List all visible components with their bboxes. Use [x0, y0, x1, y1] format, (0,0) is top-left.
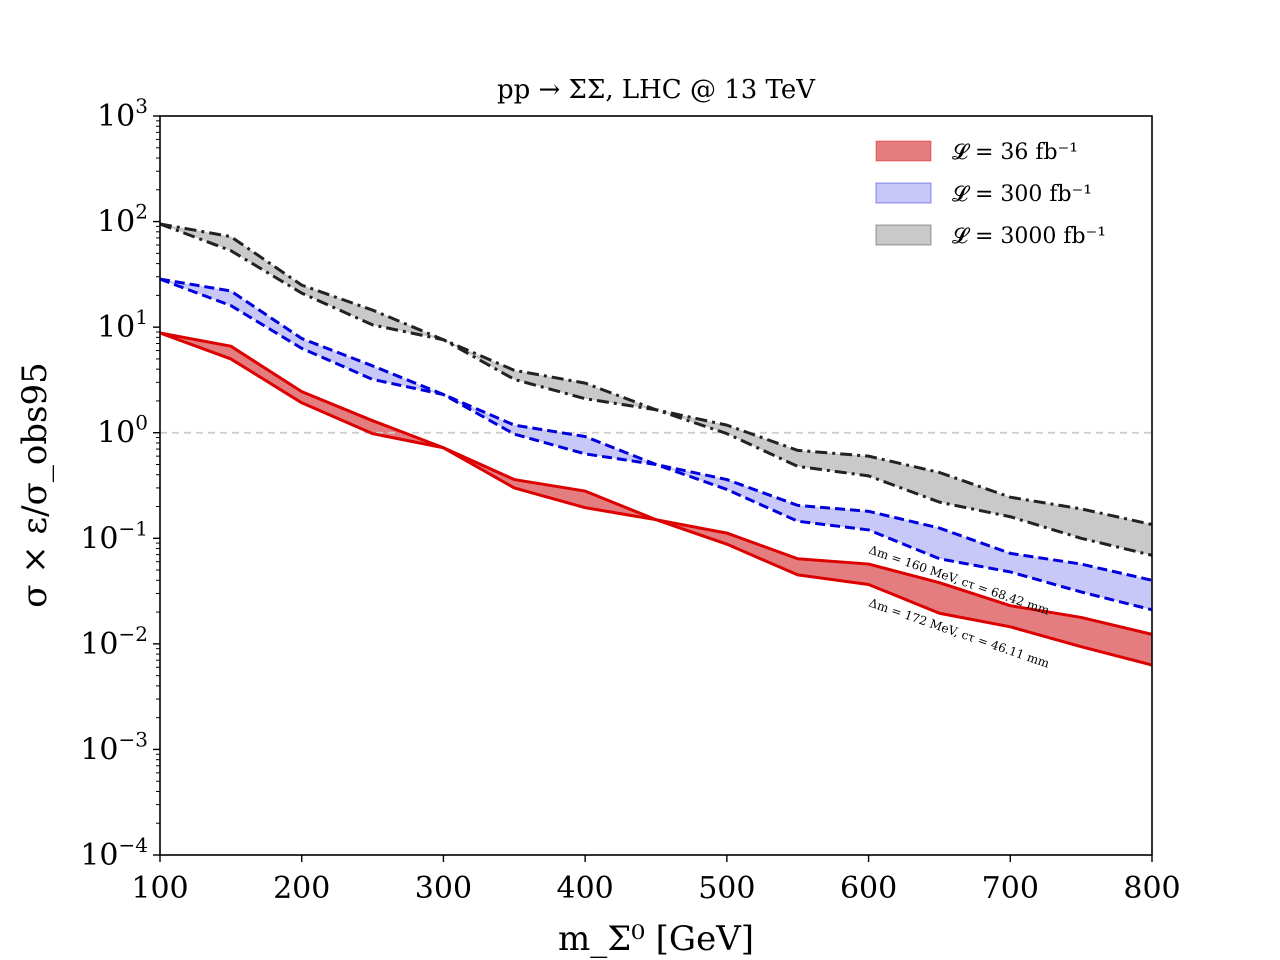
chart-title: pp → ΣΣ, LHC @ 13 TeV [497, 75, 816, 105]
x-tick-label: 200 [273, 871, 330, 906]
legend-swatch-1 [875, 182, 932, 204]
bands [160, 223, 1152, 666]
band-1 [160, 279, 1152, 610]
legend-label-2: 𝓛 = 3000 fb⁻¹ [952, 224, 1106, 249]
band-0 [160, 333, 1152, 666]
y-tick-label: 10−2 [80, 622, 148, 662]
y-tick-label: 102 [97, 200, 148, 240]
legend-label-1: 𝓛 = 300 fb⁻¹ [952, 182, 1092, 207]
x-tick-label: 500 [698, 871, 755, 906]
y-axis-label: σ × ε/σ_obs95 [15, 362, 55, 608]
x-tick-label: 300 [415, 871, 472, 906]
series-1-lower-line [159, 277, 1153, 612]
y-tick-label: 10−4 [80, 833, 148, 873]
x-tick-label: 600 [840, 871, 897, 906]
plot-frame [159, 115, 1153, 856]
legend: 𝓛 = 36 fb⁻¹ 𝓛 = 300 fb⁻¹ 𝓛 = 3000 fb⁻¹ [875, 140, 1106, 249]
legend-swatch-0 [875, 140, 932, 162]
x-tick-label: 800 [1123, 871, 1180, 906]
y-tick-label: 103 [97, 94, 148, 134]
x-axis: 100 200 300 400 500 600 700 800 [131, 855, 1181, 906]
y-tick-label: 10−1 [80, 516, 148, 556]
band-2 [160, 223, 1152, 556]
series-lines [159, 222, 1153, 667]
x-tick-label: 100 [131, 871, 188, 906]
series-2-lower-line [159, 222, 1153, 557]
y-tick-label: 101 [97, 305, 148, 345]
y-tick-label: 100 [97, 411, 148, 451]
x-axis-label: m_Σ⁰ [GeV] [558, 919, 754, 959]
x-tick-label: 400 [557, 871, 614, 906]
legend-swatch-2 [875, 224, 932, 246]
series-0-lower-line [159, 331, 1153, 667]
y-tick-label: 10−3 [80, 727, 148, 767]
legend-label-0: 𝓛 = 36 fb⁻¹ [952, 140, 1078, 165]
y-axis: 10−4 10−3 10−2 10−1 100 101 102 103 [80, 94, 160, 873]
x-tick-label: 700 [982, 871, 1039, 906]
